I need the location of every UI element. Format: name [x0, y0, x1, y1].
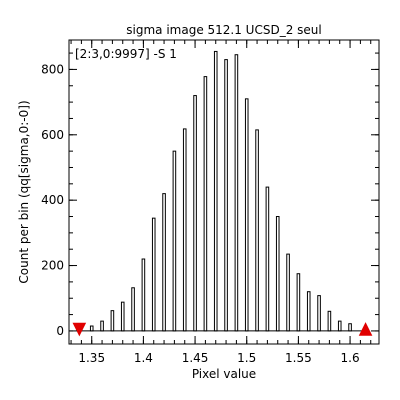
histogram-bar	[213, 50, 218, 332]
histogram-bar	[244, 98, 249, 332]
histogram-bar	[182, 128, 187, 332]
histogram-bar	[141, 258, 146, 332]
y-tick-label: 600	[41, 128, 64, 142]
histogram-bar	[172, 150, 177, 332]
histogram-bar	[348, 323, 352, 332]
x-axis-label: Pixel value	[192, 367, 256, 381]
histogram-bar	[131, 287, 135, 332]
histogram-bar	[327, 310, 332, 332]
histogram-bar	[275, 216, 280, 332]
histogram-bar	[255, 129, 259, 332]
histogram-bar	[151, 217, 156, 332]
histogram-bar	[100, 320, 104, 332]
x-tick-label: 1.45	[182, 351, 209, 365]
y-axis-label: Count per bin (qq[sigma,0:-0])	[17, 100, 31, 283]
y-axis: 0 200 400 600 800	[41, 52, 379, 338]
histogram-bar	[296, 273, 301, 332]
y-tick-label: 400	[41, 193, 64, 207]
x-tick-label: 1.55	[285, 351, 312, 365]
x-tick-label: 1.5	[237, 351, 256, 365]
y-tick-label: 200	[41, 259, 64, 273]
histogram-bar	[110, 310, 115, 332]
histogram-bar	[224, 59, 228, 332]
x-tick-label: 1.4	[134, 351, 153, 365]
histogram-bar	[265, 186, 270, 332]
chart-title: sigma image 512.1 UCSD_2 seul	[126, 23, 321, 37]
histogram-bar	[193, 95, 197, 332]
x-tick-label: 1.6	[341, 351, 360, 365]
histogram-bar	[234, 54, 239, 332]
histogram-bar	[317, 295, 321, 332]
histogram-bar	[162, 193, 166, 332]
histogram-bar	[120, 301, 125, 332]
y-tick-label: 0	[56, 324, 64, 338]
x-tick-label: 1.35	[78, 351, 105, 365]
annotation-label: [2:3,0:9997] -S 1	[75, 47, 177, 61]
histogram-bar	[286, 253, 290, 332]
markers-group	[72, 322, 373, 337]
bars-group	[80, 50, 362, 332]
histogram-bar	[89, 325, 94, 332]
plot-frame	[68, 39, 380, 345]
y-tick-label: 800	[41, 62, 64, 76]
histogram-bar	[203, 76, 208, 332]
max-marker	[358, 322, 373, 336]
min-marker	[72, 322, 87, 337]
histogram-bar	[306, 291, 311, 332]
histogram-bar	[337, 320, 342, 332]
x-axis: 1.35 1.4 1.45 1.5 1.55 1.6	[70, 40, 372, 365]
